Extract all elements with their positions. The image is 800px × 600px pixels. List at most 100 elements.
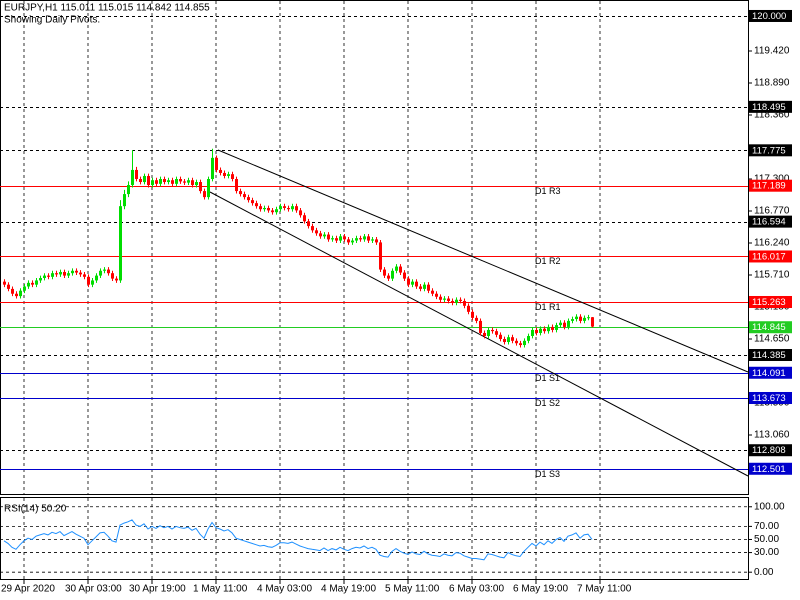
candle-body bbox=[215, 157, 218, 170]
candle-body bbox=[255, 203, 258, 207]
price-label-text: 118.495 bbox=[752, 102, 786, 113]
candle-body bbox=[139, 178, 142, 183]
candle-body bbox=[591, 317, 594, 327]
candle-body bbox=[543, 328, 546, 332]
candle-body bbox=[67, 273, 70, 276]
price-label-box bbox=[749, 179, 792, 192]
level-name: D1 S2 bbox=[535, 398, 560, 408]
candle-body bbox=[443, 298, 446, 300]
main-panel bbox=[0, 0, 749, 495]
candle-body bbox=[163, 178, 166, 183]
candle-body bbox=[219, 169, 222, 173]
candle-body bbox=[235, 178, 238, 192]
candle-body bbox=[431, 290, 434, 294]
candle-body bbox=[79, 272, 82, 275]
candle-body bbox=[91, 280, 94, 285]
price-label: 112.808 bbox=[749, 444, 792, 456]
price-label-text: 112.808 bbox=[752, 445, 786, 456]
candle-body bbox=[555, 325, 558, 330]
candle-body bbox=[207, 178, 210, 198]
chart-title: EURJPY,H1 115.011 115.015 114.842 114.85… bbox=[4, 3, 210, 14]
candle-body bbox=[451, 300, 454, 303]
candle-body bbox=[251, 200, 254, 204]
price-label-text: 120.000 bbox=[752, 11, 786, 22]
candle-body bbox=[7, 284, 10, 289]
candle-body bbox=[455, 299, 458, 303]
price-label-box bbox=[749, 444, 792, 457]
candle-body bbox=[511, 337, 514, 341]
price-label: 113.673 bbox=[749, 391, 792, 404]
candle-body bbox=[571, 319, 574, 321]
price-label: 114.385 bbox=[749, 349, 792, 361]
x-tick-label: 30 Apr 19:00 bbox=[129, 584, 186, 595]
y-tick-label: 118.890 bbox=[754, 78, 790, 89]
candle-body bbox=[175, 178, 178, 184]
price-label-text: 113.673 bbox=[752, 393, 786, 404]
y-tick-label: 118.360 bbox=[754, 110, 790, 121]
y-tick-label: 30.00 bbox=[754, 547, 779, 558]
candle-body bbox=[567, 320, 570, 327]
price-label: 112.501 bbox=[749, 462, 792, 475]
candle-body bbox=[87, 276, 90, 285]
candle-body bbox=[303, 215, 306, 222]
candle-body bbox=[515, 340, 518, 344]
candle-body bbox=[311, 226, 314, 231]
rsi-title: RSI(14) 50.20 bbox=[4, 504, 67, 515]
candle-body bbox=[475, 317, 478, 321]
candle-body bbox=[131, 169, 134, 186]
level-name: D1 R1 bbox=[535, 302, 561, 312]
y-tick-label: 114.650 bbox=[754, 334, 790, 345]
candle-body bbox=[195, 182, 198, 186]
candle-body bbox=[275, 209, 278, 213]
candle-body bbox=[503, 339, 506, 343]
level-name: D1 S3 bbox=[535, 469, 560, 479]
candle-body bbox=[507, 337, 510, 343]
candle-body bbox=[387, 275, 390, 279]
price-label-text: 115.263 bbox=[752, 297, 786, 308]
candle-body bbox=[151, 180, 154, 186]
candle-body bbox=[111, 273, 114, 279]
candle-body bbox=[59, 271, 62, 275]
x-tick-label: 4 May 03:00 bbox=[257, 584, 312, 595]
price-label-text: 117.189 bbox=[752, 181, 786, 192]
candle-body bbox=[83, 274, 86, 277]
candle-body bbox=[243, 194, 246, 198]
x-tick-label: 5 May 11:00 bbox=[385, 584, 440, 595]
candle-body bbox=[283, 206, 286, 208]
candle-body bbox=[439, 296, 442, 300]
candle-body bbox=[335, 238, 338, 241]
candle-body bbox=[467, 305, 470, 312]
y-tick-label: 116.240 bbox=[754, 238, 790, 249]
candle-body bbox=[339, 236, 342, 241]
level-name: D1 S1 bbox=[535, 373, 560, 383]
price-label-text: 116.594 bbox=[752, 217, 786, 228]
candle-body bbox=[179, 178, 182, 182]
candle-body bbox=[471, 311, 474, 318]
candle-body bbox=[23, 286, 26, 291]
price-label-box bbox=[749, 295, 792, 308]
candle-body bbox=[43, 275, 46, 279]
candle-body bbox=[323, 234, 326, 237]
rsi-panel bbox=[0, 497, 749, 580]
price-label-box bbox=[749, 321, 792, 334]
level-name: D1 R3 bbox=[535, 186, 561, 196]
candle-body bbox=[239, 191, 242, 195]
price-label-text: 114.845 bbox=[752, 322, 786, 333]
candle-body bbox=[155, 180, 158, 184]
candle-body bbox=[499, 334, 502, 340]
candle-body bbox=[527, 335, 530, 341]
y-tick-label: 113.060 bbox=[754, 430, 790, 441]
candle-body bbox=[435, 293, 438, 297]
candle-body bbox=[39, 278, 42, 281]
candle-body bbox=[327, 234, 330, 240]
candle-body bbox=[127, 185, 130, 195]
candle-body bbox=[575, 316, 578, 320]
candle-body bbox=[147, 175, 150, 186]
candle-body bbox=[351, 240, 354, 243]
candle-body bbox=[483, 332, 486, 336]
y-tick-label: 119.420 bbox=[754, 46, 790, 57]
candle-body bbox=[579, 316, 582, 321]
